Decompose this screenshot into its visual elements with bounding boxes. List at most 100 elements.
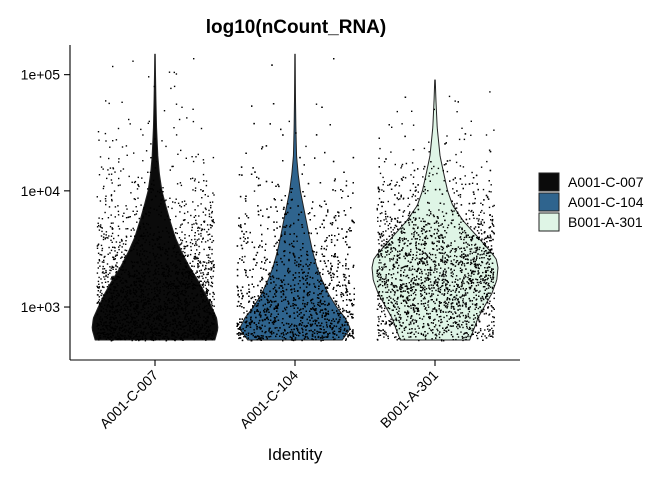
- data-point: [343, 329, 345, 331]
- data-point: [260, 335, 263, 337]
- data-point: [180, 337, 182, 339]
- data-point: [347, 195, 349, 197]
- data-point: [112, 222, 114, 224]
- data-point: [162, 329, 164, 331]
- data-point: [165, 327, 167, 329]
- data-point: [161, 325, 164, 328]
- data-point: [256, 176, 258, 178]
- data-point: [137, 331, 140, 334]
- data-point: [169, 169, 171, 171]
- data-point: [153, 298, 156, 301]
- data-point: [210, 269, 212, 271]
- data-point: [125, 279, 128, 282]
- data-point: [115, 309, 117, 311]
- data-point: [133, 280, 136, 283]
- data-point: [168, 330, 171, 332]
- data-point: [177, 202, 180, 204]
- data-point: [103, 336, 105, 338]
- data-point: [319, 299, 322, 302]
- data-point: [163, 320, 166, 322]
- data-point: [165, 296, 167, 299]
- data-point: [132, 60, 134, 62]
- data-point: [239, 305, 241, 307]
- data-point: [102, 187, 105, 190]
- data-point: [105, 316, 108, 318]
- data-point: [302, 302, 304, 305]
- data-point: [103, 272, 105, 274]
- data-point: [175, 287, 177, 290]
- data-point: [254, 303, 256, 305]
- data-point: [104, 198, 107, 200]
- data-point: [276, 327, 278, 329]
- data-point: [274, 319, 276, 321]
- data-point: [130, 301, 132, 303]
- data-point: [275, 291, 277, 293]
- data-point: [134, 235, 136, 237]
- data-point: [270, 335, 272, 338]
- data-point: [213, 312, 215, 314]
- data-point: [172, 201, 174, 203]
- data-point: [110, 284, 112, 286]
- data-point: [241, 297, 243, 300]
- data-point: [345, 287, 347, 290]
- data-point: [309, 212, 311, 214]
- data-point: [137, 261, 139, 263]
- data-point: [273, 308, 275, 310]
- data-point: [143, 276, 145, 278]
- data-point: [122, 312, 124, 314]
- data-point: [307, 337, 309, 339]
- data-point: [306, 253, 308, 256]
- data-point: [139, 228, 141, 230]
- data-point: [315, 272, 317, 274]
- data-point: [136, 324, 138, 327]
- data-point: [175, 308, 177, 310]
- data-point: [282, 290, 284, 292]
- data-point: [190, 249, 192, 251]
- data-point: [340, 189, 342, 191]
- data-point: [108, 313, 111, 316]
- data-point: [101, 227, 103, 229]
- data-point: [138, 311, 140, 313]
- data-point: [109, 329, 111, 331]
- data-point: [111, 276, 113, 278]
- data-point: [205, 180, 208, 182]
- data-point: [144, 298, 147, 301]
- jitter-points-a001-c-104: [236, 58, 355, 342]
- data-point: [113, 317, 115, 319]
- data-point: [112, 167, 114, 169]
- data-point: [208, 246, 210, 249]
- data-point: [118, 293, 120, 296]
- data-point: [177, 153, 179, 155]
- data-point: [133, 308, 135, 310]
- data-point: [257, 310, 259, 313]
- data-point: [169, 197, 171, 199]
- data-point: [188, 271, 190, 273]
- data-point: [195, 241, 197, 243]
- data-point: [289, 336, 292, 338]
- data-point: [125, 329, 128, 331]
- data-point: [337, 260, 340, 262]
- data-point: [349, 246, 351, 248]
- data-point: [275, 306, 278, 308]
- data-point: [243, 312, 245, 314]
- data-point: [205, 322, 208, 324]
- data-point: [184, 316, 186, 319]
- data-point: [117, 310, 119, 313]
- data-point: [315, 228, 317, 230]
- data-point: [191, 223, 193, 226]
- data-point: [111, 296, 114, 299]
- data-point: [114, 171, 116, 173]
- data-point: [134, 273, 136, 276]
- data-point: [160, 320, 162, 322]
- data-point: [202, 237, 204, 239]
- data-point: [144, 340, 147, 342]
- data-point: [156, 318, 158, 320]
- data-point: [327, 209, 329, 211]
- data-point: [256, 310, 258, 312]
- data-point: [141, 316, 144, 318]
- data-point: [137, 319, 140, 321]
- data-point: [118, 319, 121, 322]
- data-point: [311, 317, 313, 319]
- data-point: [348, 280, 350, 282]
- data-point: [181, 271, 184, 274]
